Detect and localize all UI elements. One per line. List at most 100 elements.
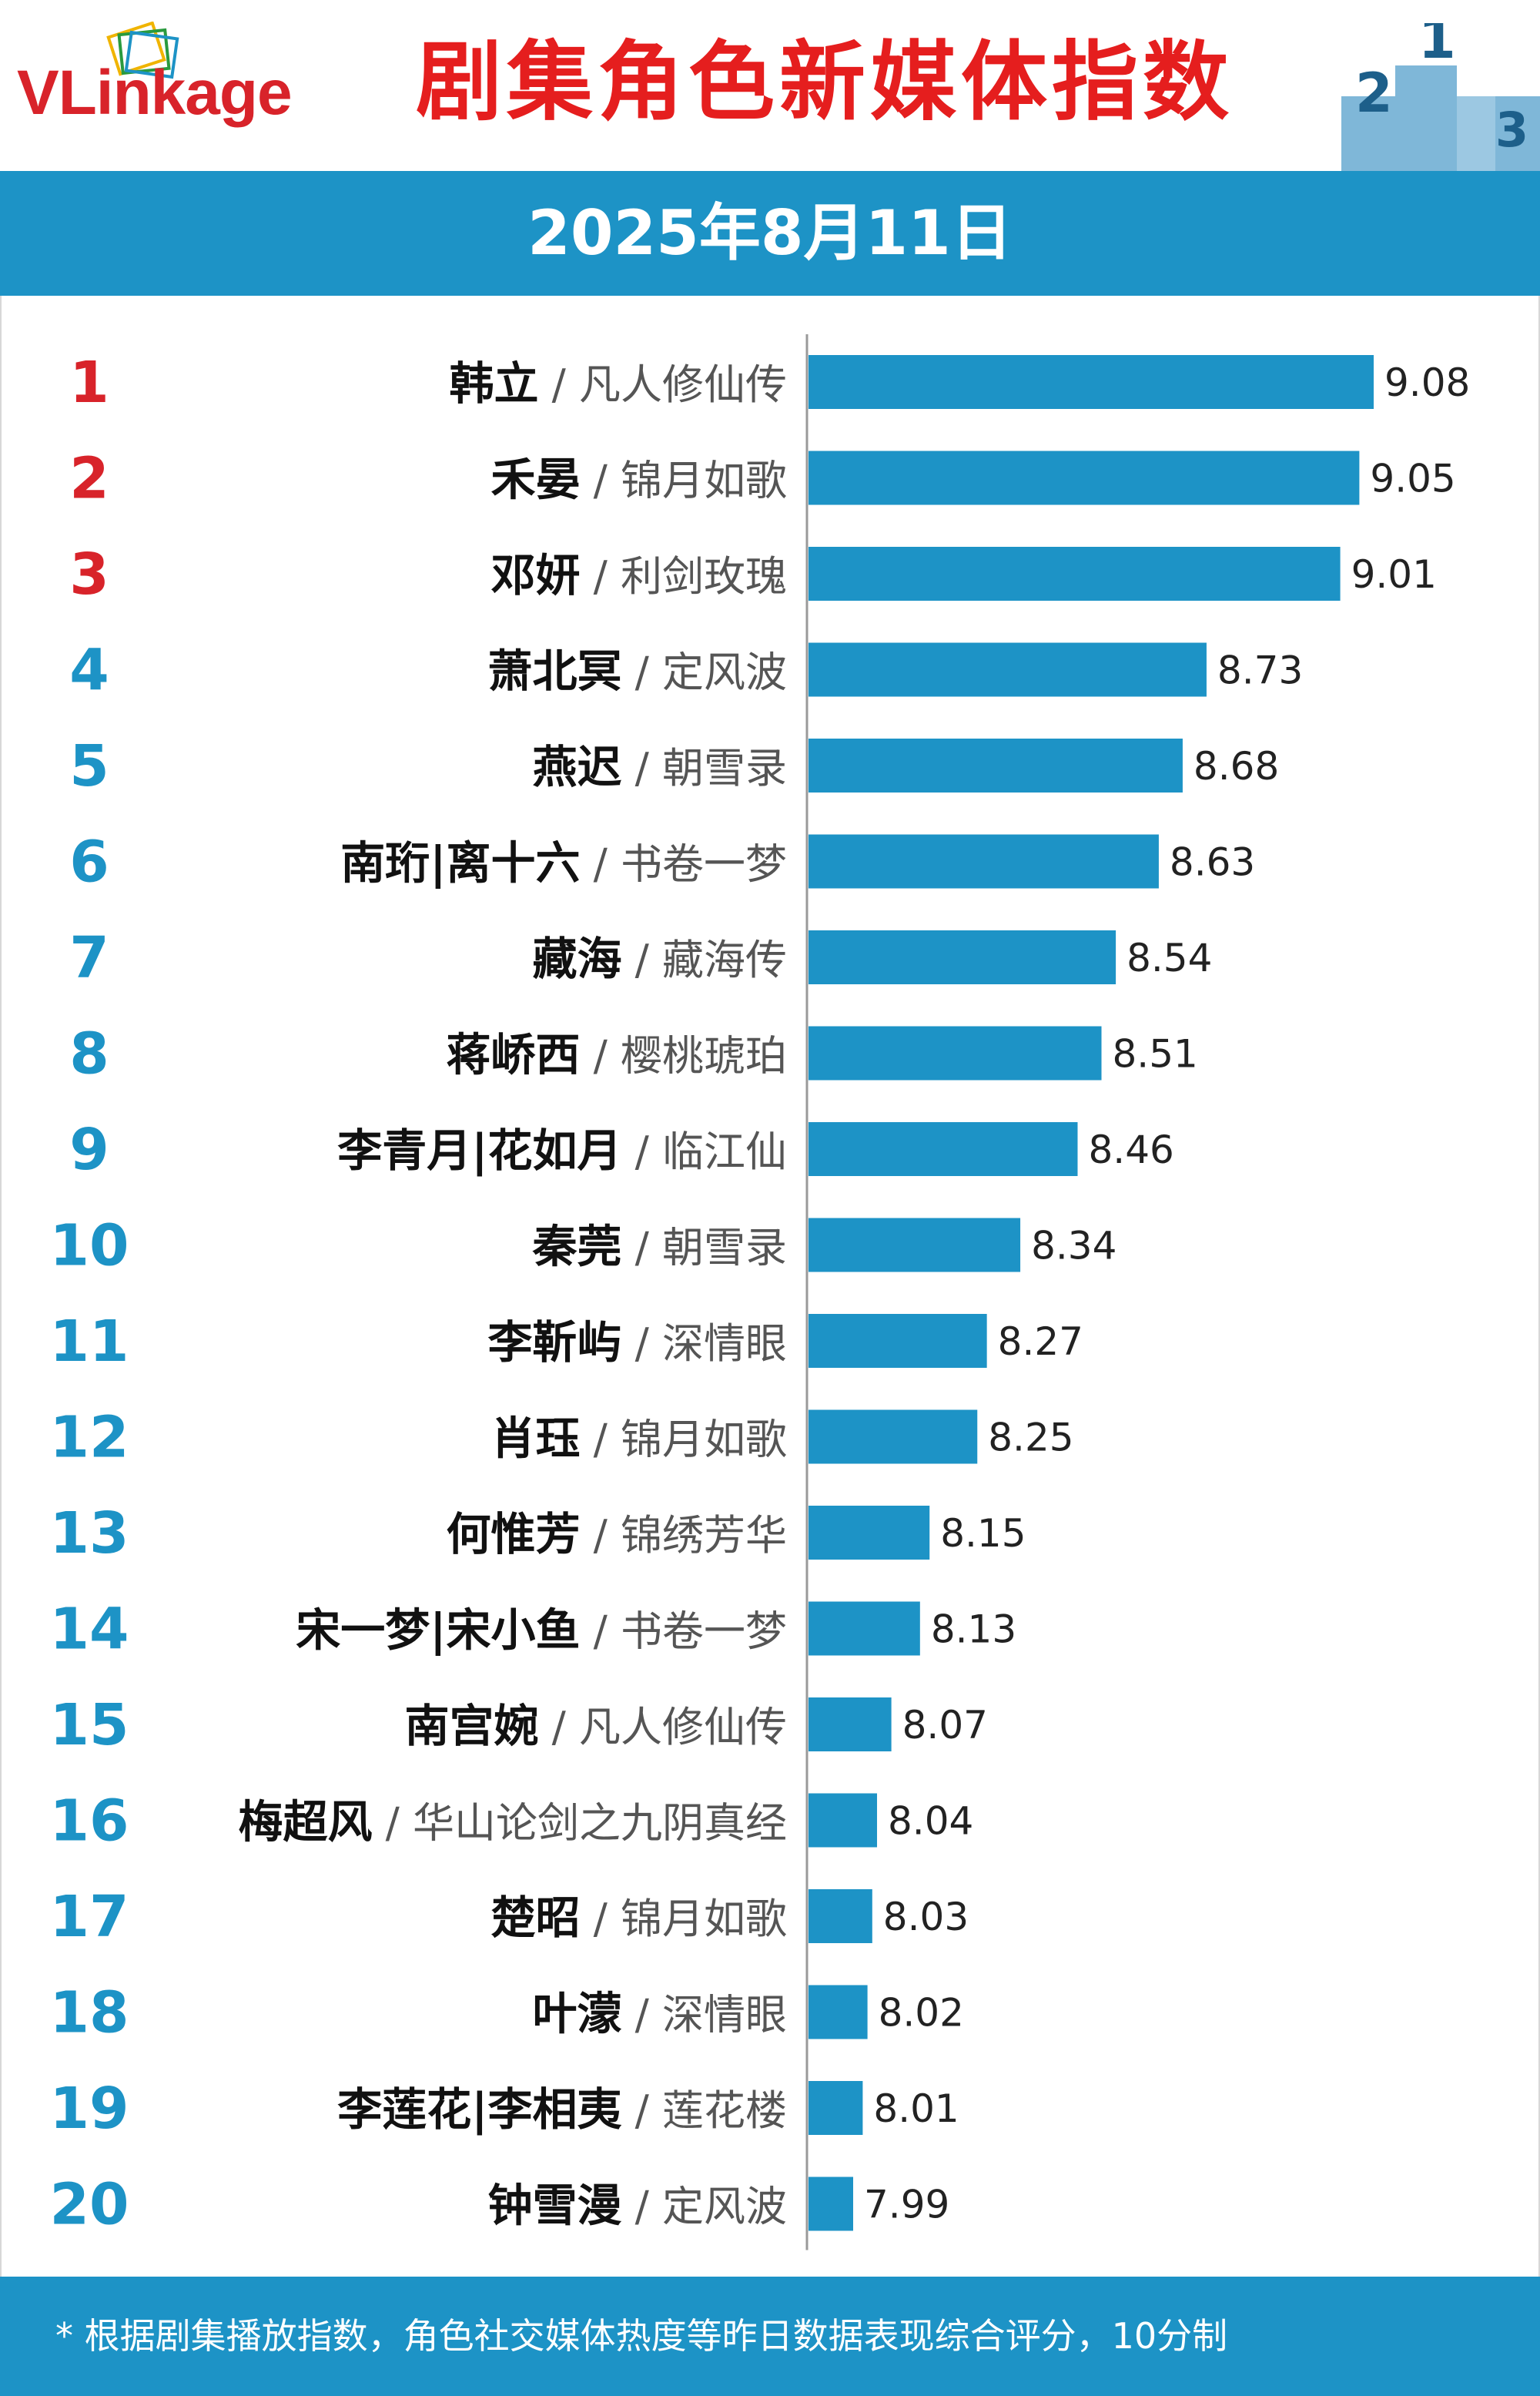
value-label: 8.68 <box>1194 744 1279 789</box>
page-title: 剧集角色新媒体指数 <box>416 32 1234 132</box>
vlinkage-logo: VLinkage <box>17 22 340 152</box>
role-name: 宋一梦|宋小鱼 <box>296 1604 580 1657</box>
role-name: 李青月|花如月 <box>337 1124 621 1177</box>
label-separator: / <box>621 1991 662 2039</box>
row-label: 梅超风 / 华山论剑之九阴真经 <box>238 1796 787 1848</box>
value-label: 8.25 <box>988 1416 1073 1460</box>
label-separator: / <box>621 648 662 697</box>
rank-number: 12 <box>50 1405 129 1471</box>
value-label: 8.07 <box>902 1703 988 1748</box>
label-separator: / <box>538 360 579 409</box>
rank-number: 15 <box>50 1692 129 1758</box>
rank-number: 2 <box>69 446 109 512</box>
role-name: 何惟芳 <box>446 1508 580 1560</box>
role-name: 钟雪漫 <box>487 2180 621 2232</box>
label-separator: / <box>621 1224 662 1272</box>
row-label: 南宫婉 / 凡人修仙传 <box>404 1700 787 1752</box>
rank-number: 9 <box>69 1117 109 1183</box>
rank-number: 16 <box>50 1788 129 1855</box>
logo-cards-icon <box>106 22 179 79</box>
label-separator: / <box>580 1607 621 1656</box>
role-name: 秦莞 <box>531 1221 621 1273</box>
drama-name: 华山论剑之九阴真经 <box>413 1799 787 1848</box>
drama-name: 书卷一梦 <box>621 840 787 889</box>
value-label: 8.02 <box>879 1991 964 2036</box>
row-label: 秦莞 / 朝雪录 <box>531 1221 787 1273</box>
rank-number: 17 <box>50 1884 129 1950</box>
rank-number: 8 <box>69 1021 109 1087</box>
drama-name: 凡人修仙传 <box>579 1703 787 1751</box>
drama-name: 锦月如歌 <box>621 1895 787 1943</box>
label-separator: / <box>580 1511 621 1560</box>
rank-number: 5 <box>69 733 109 799</box>
role-name: 楚昭 <box>490 1892 580 1944</box>
podium-label-3: 3 <box>1495 102 1528 158</box>
footnote: * 根据剧集播放指数，角色社交媒体热度等昨日数据表现综合评分，10分制 <box>55 2315 1228 2357</box>
bar <box>808 2081 863 2135</box>
value-label: 8.15 <box>940 1511 1026 1556</box>
role-name: 南珩|离十六 <box>340 837 580 890</box>
role-name: 燕迟 <box>532 741 621 793</box>
label-separator: / <box>580 457 621 505</box>
bar <box>808 930 1116 984</box>
label-separator: / <box>580 552 621 601</box>
label-separator: / <box>621 2086 662 2135</box>
value-label: 9.01 <box>1351 552 1437 597</box>
drama-name: 定风波 <box>662 648 787 697</box>
value-label: 8.73 <box>1217 648 1303 693</box>
drama-name: 凡人修仙传 <box>579 360 787 409</box>
bar <box>808 834 1159 889</box>
label-separator: / <box>580 1895 621 1943</box>
row-label: 萧北冥 / 定风波 <box>487 645 787 698</box>
row-label: 肖珏 / 锦月如歌 <box>490 1412 787 1465</box>
role-name: 肖珏 <box>490 1412 580 1465</box>
bar <box>808 1601 920 1656</box>
value-label: 8.13 <box>931 1607 1016 1652</box>
bar <box>808 547 1341 601</box>
row-label: 南珩|离十六 / 书卷一梦 <box>340 837 787 890</box>
role-name: 蒋峤西 <box>446 1029 580 1081</box>
row-label: 钟雪漫 / 定风波 <box>487 2180 787 2232</box>
value-label: 8.01 <box>873 2086 959 2131</box>
row-label: 楚昭 / 锦月如歌 <box>490 1892 787 1944</box>
bar <box>808 1793 878 1848</box>
drama-name: 深情眼 <box>662 1991 787 2039</box>
label-separator: / <box>580 1416 621 1464</box>
drama-name: 锦月如歌 <box>621 457 787 505</box>
row-label: 李靳屿 / 深情眼 <box>487 1316 787 1369</box>
rank-number: 10 <box>50 1213 129 1279</box>
drama-name: 朝雪录 <box>662 744 787 793</box>
label-separator: / <box>580 1032 621 1081</box>
rank-number: 3 <box>69 541 109 608</box>
value-label: 8.54 <box>1127 936 1212 980</box>
drama-name: 临江仙 <box>662 1128 787 1176</box>
bar <box>808 451 1360 505</box>
value-label: 8.63 <box>1170 840 1255 885</box>
role-name: 禾晏 <box>490 454 580 506</box>
label-separator: / <box>580 840 621 889</box>
rank-number: 11 <box>50 1309 129 1375</box>
label-separator: / <box>621 2183 662 2231</box>
bar <box>808 1218 1021 1272</box>
row-label: 宋一梦|宋小鱼 / 书卷一梦 <box>296 1604 787 1657</box>
rank-number: 19 <box>50 2076 129 2142</box>
role-name: 南宫婉 <box>404 1700 538 1752</box>
label-separator: / <box>621 744 662 793</box>
row-label: 李青月|花如月 / 临江仙 <box>337 1124 787 1177</box>
row-label: 藏海 / 藏海传 <box>532 933 787 985</box>
drama-name: 樱桃琥珀 <box>621 1032 787 1081</box>
ranking-bar-chart: 1 韩立 / 凡人修仙传 9.08 2 禾晏 / 锦月如歌 9.05 3 邓妍 / 利剑玫瑰 9… <box>50 334 1470 2250</box>
value-label: 8.27 <box>998 1319 1083 1364</box>
drama-name: 深情眼 <box>662 1319 787 1368</box>
bar <box>808 739 1183 793</box>
role-name: 叶濛 <box>532 1988 621 2040</box>
bar <box>808 1026 1102 1081</box>
value-label: 8.34 <box>1031 1224 1116 1268</box>
bar <box>808 1985 868 2039</box>
bar <box>808 1889 872 1943</box>
row-label: 燕迟 / 朝雪录 <box>532 741 787 793</box>
rank-number: 18 <box>50 1980 129 2046</box>
bar <box>808 1697 892 1751</box>
drama-name: 定风波 <box>662 2183 787 2231</box>
drama-name: 莲花楼 <box>662 2086 787 2135</box>
